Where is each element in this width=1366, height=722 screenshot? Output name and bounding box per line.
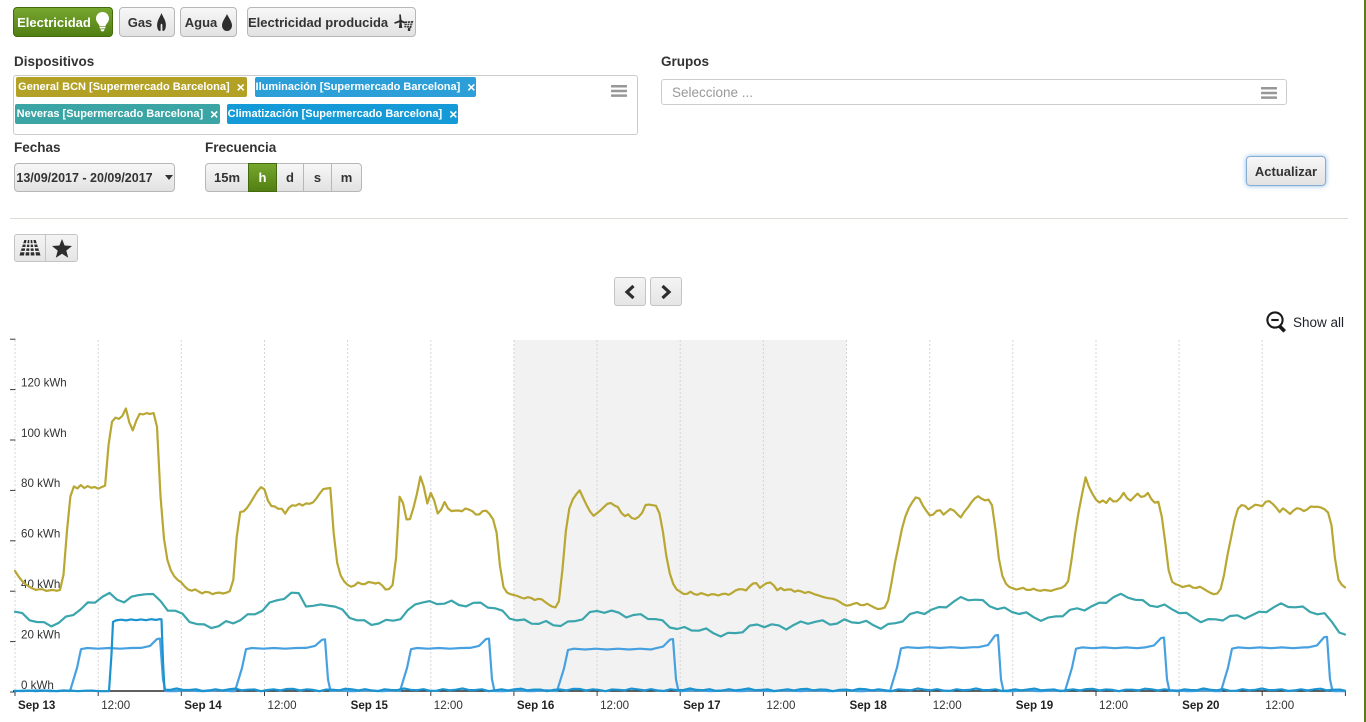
svg-text:20 kWh: 20 kWh [21,628,60,641]
svg-text:Sep 18: Sep 18 [850,699,888,712]
svg-text:12:00: 12:00 [101,699,130,712]
svg-text:Sep 16: Sep 16 [517,699,555,712]
svg-text:60 kWh: 60 kWh [21,528,60,541]
svg-text:Sep 13: Sep 13 [18,699,56,712]
svg-text:12:00: 12:00 [766,699,795,712]
svg-text:80 kWh: 80 kWh [21,477,60,490]
svg-text:Sep 17: Sep 17 [683,699,720,712]
svg-text:Sep 20: Sep 20 [1182,699,1219,712]
svg-text:12:00: 12:00 [600,699,629,712]
svg-text:12:00: 12:00 [268,699,297,712]
svg-text:100 kWh: 100 kWh [21,427,67,440]
svg-text:Sep 19: Sep 19 [1016,699,1054,712]
svg-text:12:00: 12:00 [1265,699,1294,712]
svg-text:Sep 15: Sep 15 [351,699,389,712]
svg-text:0 kWh: 0 kWh [21,679,54,692]
svg-text:Sep 14: Sep 14 [184,699,222,712]
svg-text:12:00: 12:00 [434,699,463,712]
svg-text:12:00: 12:00 [933,699,962,712]
svg-text:12:00: 12:00 [1099,699,1128,712]
svg-text:120 kWh: 120 kWh [21,376,67,389]
